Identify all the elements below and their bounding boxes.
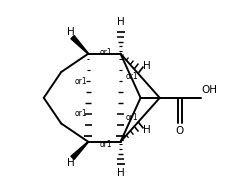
Text: H: H xyxy=(117,17,124,27)
Text: H: H xyxy=(67,158,75,168)
Text: H: H xyxy=(143,61,151,71)
Text: H: H xyxy=(67,27,75,37)
Text: or1: or1 xyxy=(74,77,87,86)
Text: H: H xyxy=(117,168,124,178)
Text: or1: or1 xyxy=(99,48,112,57)
Polygon shape xyxy=(71,36,89,54)
Text: or1: or1 xyxy=(126,113,138,122)
Text: O: O xyxy=(176,126,184,136)
Text: OH: OH xyxy=(202,85,217,95)
Text: H: H xyxy=(143,125,151,135)
Polygon shape xyxy=(71,142,89,159)
Text: or1: or1 xyxy=(126,72,138,81)
Text: or1: or1 xyxy=(74,109,87,117)
Text: or1: or1 xyxy=(99,140,112,148)
